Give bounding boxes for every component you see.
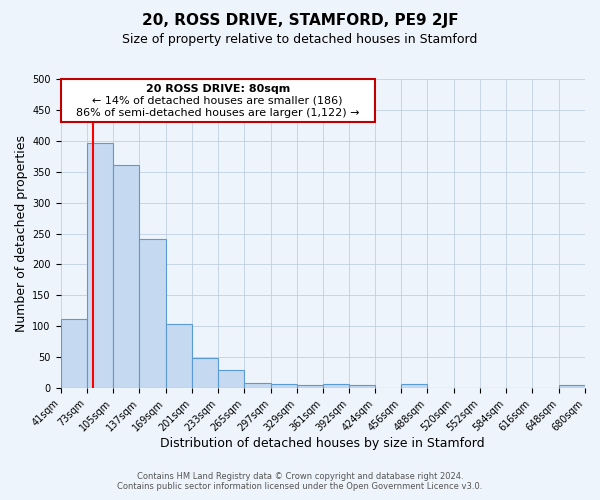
Bar [244,382,271,388]
Text: Contains HM Land Registry data © Crown copyright and database right 2024.: Contains HM Land Registry data © Crown c… [137,472,463,481]
Bar [113,165,139,388]
Text: ← 14% of detached houses are smaller (186): ← 14% of detached houses are smaller (18… [92,96,343,106]
Text: 20 ROSS DRIVE: 80sqm: 20 ROSS DRIVE: 80sqm [146,84,290,94]
Text: 20, ROSS DRIVE, STAMFORD, PE9 2JF: 20, ROSS DRIVE, STAMFORD, PE9 2JF [142,12,458,28]
Bar [559,385,585,388]
Y-axis label: Number of detached properties: Number of detached properties [15,135,28,332]
Bar [61,320,87,388]
Bar [349,385,375,388]
Bar [218,370,244,388]
Text: Contains public sector information licensed under the Open Government Licence v3: Contains public sector information licen… [118,482,482,491]
Text: Size of property relative to detached houses in Stamford: Size of property relative to detached ho… [122,32,478,46]
Bar [139,238,166,388]
X-axis label: Distribution of detached houses by size in Stamford: Distribution of detached houses by size … [160,437,485,450]
FancyBboxPatch shape [61,79,375,122]
Text: 86% of semi-detached houses are larger (1,122) →: 86% of semi-detached houses are larger (… [76,108,359,118]
Bar [271,384,297,388]
Bar [401,384,427,388]
Bar [297,385,323,388]
Bar [166,324,192,388]
Bar [192,358,218,388]
Bar [87,142,113,388]
Bar [323,384,349,388]
